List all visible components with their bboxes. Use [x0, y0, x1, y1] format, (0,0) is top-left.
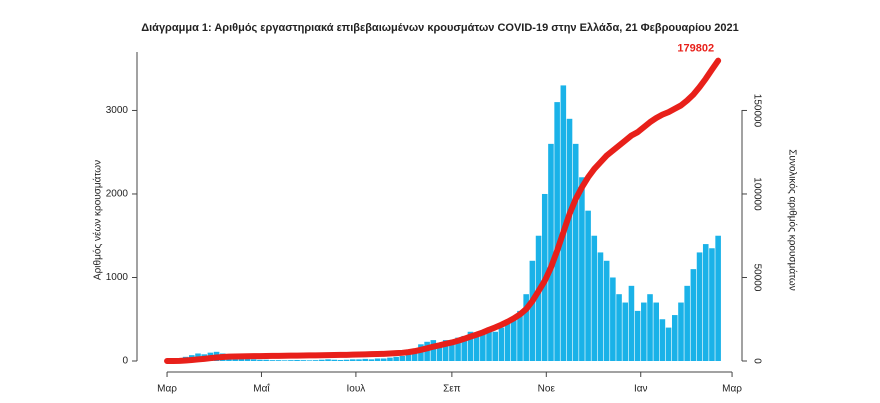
bar: [659, 319, 666, 361]
bar: [665, 327, 672, 361]
bar: [634, 310, 641, 361]
bar: [257, 359, 263, 361]
bar: [294, 359, 300, 361]
bar: [566, 118, 573, 361]
y-tick-label: 2000: [106, 189, 129, 200]
bar: [411, 348, 418, 361]
bar: [288, 360, 294, 361]
bar: [374, 358, 381, 361]
bar: [424, 341, 430, 361]
y2-tick-label: 0: [751, 358, 762, 364]
bar: [362, 358, 368, 361]
x-tick-label: Μαΐ: [253, 383, 270, 395]
bar: [393, 356, 399, 361]
bar: [300, 360, 307, 361]
bar: [579, 177, 585, 361]
bar: [473, 335, 480, 361]
bar: [628, 285, 635, 361]
x-tick-label: Νοε: [538, 384, 556, 395]
bar: [275, 360, 282, 361]
bar: [343, 359, 350, 361]
bar: [597, 252, 604, 361]
bar: [467, 331, 474, 361]
bar: [641, 302, 647, 361]
bar: [690, 269, 697, 361]
bar: [455, 337, 461, 361]
bar: [511, 319, 517, 361]
bar: [442, 340, 449, 361]
bar: [380, 358, 387, 361]
bar: [319, 359, 325, 361]
bar: [436, 344, 443, 361]
bar: [480, 334, 486, 361]
bar: [572, 143, 579, 361]
bar: [554, 102, 560, 362]
bar: [671, 315, 678, 361]
bar: [709, 248, 715, 361]
y2-tick-label: 100000: [751, 177, 762, 211]
y2-tick-label: 50000: [751, 264, 762, 292]
bar: [430, 340, 437, 361]
bar: [405, 352, 412, 361]
bar: [461, 335, 468, 361]
bar: [603, 260, 610, 361]
bar: [325, 359, 331, 361]
y-axis-label: Αριθμός νέων κρουσμάτων: [92, 160, 104, 280]
bar: [498, 327, 505, 361]
y2-tick-label: 150000: [751, 94, 762, 128]
bar: [387, 357, 393, 361]
bar: [449, 344, 455, 361]
chart-title: Διάγραμμα 1: Αριθμός εργαστηριακά επιβεβ…: [141, 22, 739, 34]
bar: [548, 143, 554, 361]
y-tick-label: 0: [122, 356, 128, 367]
bar: [622, 302, 629, 361]
bar: [356, 359, 362, 361]
bar: [238, 357, 245, 361]
bar: [610, 277, 616, 361]
bar: [696, 252, 703, 361]
bar: [653, 302, 659, 361]
bar: [312, 360, 319, 361]
y-tick-label: 3000: [106, 105, 129, 116]
bar: [306, 360, 313, 361]
bar: [250, 359, 257, 361]
bar: [486, 327, 492, 361]
bar: [331, 359, 338, 361]
bar: [523, 294, 529, 361]
end-annotation: 179802: [677, 43, 714, 55]
y-tick-label: 1000: [106, 272, 129, 283]
bar: [585, 210, 591, 361]
bar: [350, 359, 356, 361]
y2-axis-label: Συνολικός αριθμός κρουσμάτων: [786, 149, 798, 291]
bar: [517, 310, 523, 361]
x-tick-label: Σεπ: [443, 384, 461, 395]
bar: [337, 359, 344, 361]
bar: [535, 235, 542, 361]
x-tick-label: Μαρ: [722, 384, 742, 395]
bar: [504, 323, 511, 361]
bar: [368, 359, 375, 361]
bar: [263, 359, 269, 361]
bar: [715, 235, 721, 361]
bar: [492, 331, 499, 361]
cumulative-line: [164, 57, 722, 364]
bar: [647, 294, 653, 361]
bar: [244, 358, 251, 361]
x-tick-label: Ιουλ: [346, 384, 365, 395]
bar: [684, 285, 690, 361]
bar: [269, 360, 276, 361]
x-tick-label: Μαρ: [157, 384, 177, 395]
bar: [281, 360, 288, 361]
bar: [678, 302, 684, 361]
bar: [702, 244, 709, 361]
bar: [616, 294, 622, 361]
bar: [591, 235, 598, 361]
x-tick-label: Ιαν: [634, 384, 648, 395]
bar: [399, 355, 406, 361]
bar: [529, 260, 536, 361]
